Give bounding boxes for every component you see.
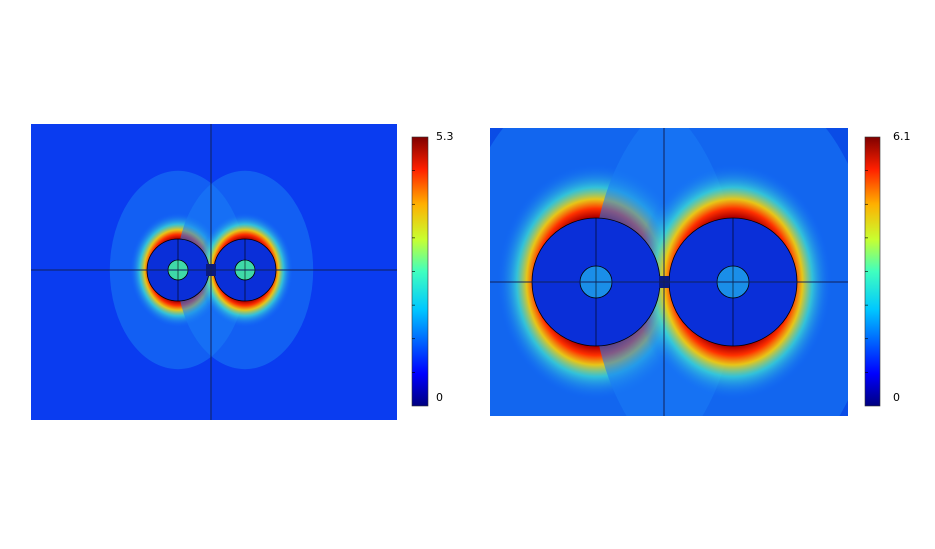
panels: 5.3 0 6.1 0 xyxy=(31,124,911,420)
colorbar-max-label: 5.3 xyxy=(436,130,454,143)
colorbar-max-label: 6.1 xyxy=(893,130,911,143)
field-plot xyxy=(31,124,397,420)
colorbar-min-label: 0 xyxy=(893,391,900,404)
colorbar-min-label: 0 xyxy=(436,391,443,404)
field-plot xyxy=(490,128,848,416)
